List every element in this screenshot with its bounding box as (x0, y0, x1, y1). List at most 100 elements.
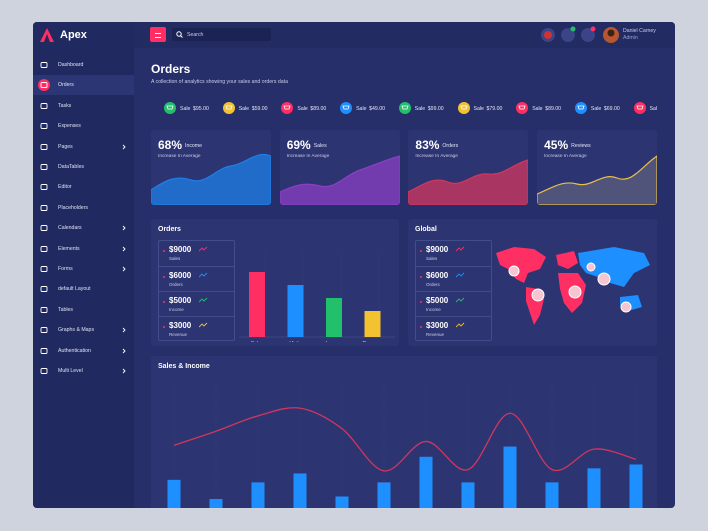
search-icon (176, 31, 183, 38)
menu-icon (40, 62, 48, 68)
summary-label: Orders (169, 282, 183, 287)
stat-card: 45% Reviews Increase In Average (537, 130, 658, 205)
summary-label: Revenue (169, 332, 188, 337)
page-title: Orders (151, 62, 191, 76)
menu-item[interactable]: Placeholders (33, 198, 134, 218)
stat-note: Increase In Average (415, 154, 458, 159)
menu-icon (40, 245, 48, 252)
menu-icon (40, 368, 48, 374)
summary-label: Income (426, 307, 441, 312)
stat-value: 68% (158, 138, 183, 152)
trend-arrow (456, 272, 465, 278)
summary-label: Sales (426, 256, 438, 261)
menu-item[interactable]: Graphs & Maps (33, 320, 134, 340)
cart-glyph (577, 105, 585, 110)
ticker-icon-bg (340, 102, 353, 114)
bullet (420, 301, 422, 303)
menu-icon (40, 204, 48, 211)
ticker-label: Sale (356, 105, 367, 112)
menu-item[interactable]: Tasks (33, 96, 134, 116)
cart-glyph (225, 105, 233, 110)
summary-label: Revenue (426, 332, 445, 337)
ticker-item: Sale $59.00 (222, 102, 279, 115)
card-title: Orders (158, 226, 181, 233)
menu-icon (40, 347, 48, 354)
menu-item[interactable]: Elements (33, 239, 134, 259)
menu-arrow (122, 348, 126, 353)
trend-arrow (456, 322, 465, 328)
menu-item[interactable]: DataTables (33, 157, 134, 177)
ticker-label: Sale (297, 105, 308, 112)
summary-row: $5000 Income (159, 291, 234, 316)
menu-item[interactable]: Expenses (33, 116, 134, 136)
menu-icon (40, 102, 48, 109)
world-map (496, 247, 650, 325)
menu-item[interactable]: Editor (33, 177, 134, 197)
messages-button[interactable] (581, 28, 595, 42)
menu-label: Calendars (58, 225, 82, 232)
ticker-icon (574, 102, 587, 114)
user-role: Admin (623, 35, 638, 41)
chevron (122, 368, 126, 374)
menu-label: default Layout (58, 286, 91, 293)
icon-glyph (40, 82, 48, 89)
menu-label: Editor (58, 184, 72, 191)
ticker-label: Sale (590, 105, 602, 112)
trend-icon (456, 297, 465, 303)
summary-row: $3000 Revenue (159, 316, 234, 341)
menu-arrow (122, 144, 126, 149)
x-tick-label: Revenue (362, 341, 382, 342)
menu-icon (40, 225, 48, 232)
ticker-label: Sale (180, 105, 191, 112)
menu-item[interactable]: Orders (33, 75, 134, 96)
stat-value: 83% (415, 138, 440, 152)
menu-item[interactable]: Calendars (33, 218, 134, 238)
bar (461, 482, 475, 508)
trend-icon (456, 322, 465, 328)
ticker-amount: $59.00 (251, 105, 268, 112)
menu-button[interactable] (150, 27, 166, 42)
menu-label: Tables (58, 306, 73, 313)
bar (326, 298, 342, 337)
chevron (122, 144, 126, 149)
ticker-icon-bg (164, 102, 176, 114)
cart-glyph (283, 105, 291, 110)
bar (209, 499, 223, 508)
menu-label: Multi Level (58, 368, 83, 374)
menu-item[interactable]: Forms (33, 259, 134, 279)
menu-icon (40, 143, 48, 150)
menu-item[interactable]: default Layout (33, 279, 134, 299)
bullet (163, 276, 165, 278)
bar (503, 446, 517, 508)
bar (364, 311, 381, 337)
ticker-icon (457, 102, 470, 114)
trend-arrow (199, 322, 208, 328)
icon-glyph (40, 368, 48, 374)
stat-value: 69% (286, 138, 311, 152)
sparkline-area (537, 155, 658, 205)
menu-item[interactable]: Dashboard (33, 55, 134, 75)
icon-glyph (40, 143, 48, 150)
cart-glyph (518, 105, 526, 110)
bullet (420, 276, 422, 278)
summary-list: $9000 Sales $6000 Orders $5000 Income $3000 Rev… (415, 240, 492, 341)
icon-glyph (40, 327, 48, 334)
ticker-icon (164, 102, 176, 114)
card-title: Global (415, 226, 437, 233)
ticker-label: Sale (473, 105, 484, 112)
chevron (122, 327, 126, 333)
bar (335, 496, 349, 508)
search-placeholder: Search (187, 32, 204, 38)
cart-glyph (636, 105, 644, 110)
top-bar: Search Daniel Carney Admin (134, 22, 675, 48)
menu-item[interactable]: Pages (33, 137, 134, 157)
cart-button[interactable] (561, 28, 575, 42)
menu-item[interactable]: Multi Level (33, 361, 134, 381)
menu-item[interactable]: Authentication (33, 341, 134, 361)
menu-item[interactable]: Tables (33, 300, 134, 320)
stat-card: 83% Orders Increase In Average (408, 130, 529, 205)
menu-arrow (122, 246, 126, 251)
ticker-label: Sale (414, 105, 426, 112)
search-box[interactable]: Search (172, 28, 271, 41)
